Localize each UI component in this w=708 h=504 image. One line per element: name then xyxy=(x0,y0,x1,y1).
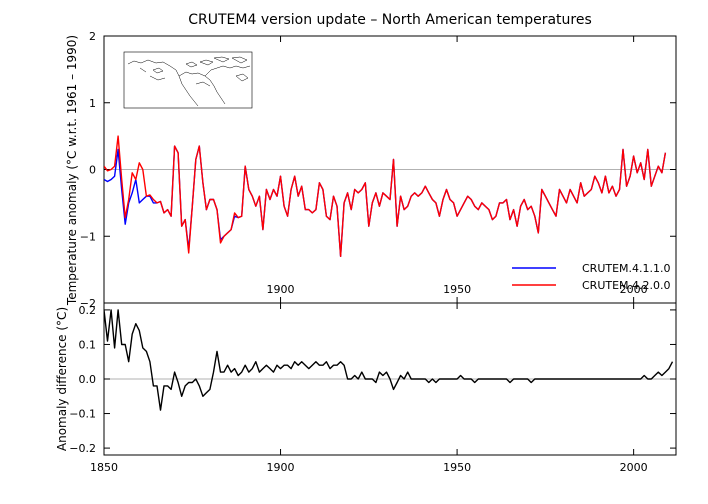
temperature-x-axis: 1900 1950 2000 xyxy=(267,36,648,303)
temperature-y-tick-label: 2 xyxy=(89,30,96,43)
difference-line xyxy=(104,309,674,411)
legend-label-crutem-4-2-0-0: CRUTEM.4.2.0.0 xyxy=(582,279,671,292)
difference-y-tick-label: −0.1 xyxy=(69,408,96,421)
difference-x-tick-label: 1950 xyxy=(443,461,471,474)
difference-y-tick-label: −0.2 xyxy=(69,442,96,455)
temperature-line-crutem-4-2-0-0 xyxy=(104,135,667,257)
temperature-y-tick-label: −2 xyxy=(80,297,96,310)
temperature-x-tick-label: 1950 xyxy=(443,283,471,296)
difference-x-tick-label: 2000 xyxy=(620,461,648,474)
north-america-map-inset xyxy=(123,51,253,109)
temperature-y-axis: −2 −1 0 1 2 xyxy=(80,30,676,310)
temperature-panel: −2 −1 0 1 2 1900 1950 2000 Temperature anomaly… xyxy=(65,30,677,310)
difference-series xyxy=(104,309,674,411)
difference-y-tick-label: 0.0 xyxy=(79,373,97,386)
chart-title: CRUTEM4 version update – North American … xyxy=(188,12,592,28)
difference-x-tick-label: 1850 xyxy=(90,461,118,474)
temperature-y-tick-label: 1 xyxy=(89,97,96,110)
temperature-y-tick-label: −1 xyxy=(80,230,96,243)
difference-y-axis: −0.2 −0.1 0.0 0.1 0.2 xyxy=(69,304,676,455)
temperature-series xyxy=(104,135,667,257)
temperature-x-tick-label: 1900 xyxy=(267,283,295,296)
difference-y-axis-label: Anomaly difference (°C) xyxy=(55,307,69,451)
difference-x-tick-label: 1900 xyxy=(267,461,295,474)
legend-label-crutem-4-1-1-0: CRUTEM.4.1.1.0 xyxy=(582,262,671,275)
difference-x-axis: 1850 1900 1950 2000 xyxy=(90,303,648,474)
difference-y-tick-label: 0.1 xyxy=(79,338,97,351)
temperature-x-tick-label: 2000 xyxy=(620,283,648,296)
temperature-y-tick-label: 0 xyxy=(89,164,96,177)
difference-y-tick-label: 0.2 xyxy=(79,304,97,317)
map-frame xyxy=(123,51,253,109)
legend: CRUTEM.4.1.1.0 CRUTEM.4.2.0.0 xyxy=(512,262,671,292)
map-coastline xyxy=(127,56,251,107)
temperature-line-crutem-4-1-1-0 xyxy=(104,145,667,257)
temperature-y-axis-label: Temperature anomaly (°C w.r.t. 1961 – 19… xyxy=(65,35,79,306)
difference-panel: −0.2 −0.1 0.0 0.1 0.2 1850 1900 1950 2000 Anoma… xyxy=(55,302,677,474)
